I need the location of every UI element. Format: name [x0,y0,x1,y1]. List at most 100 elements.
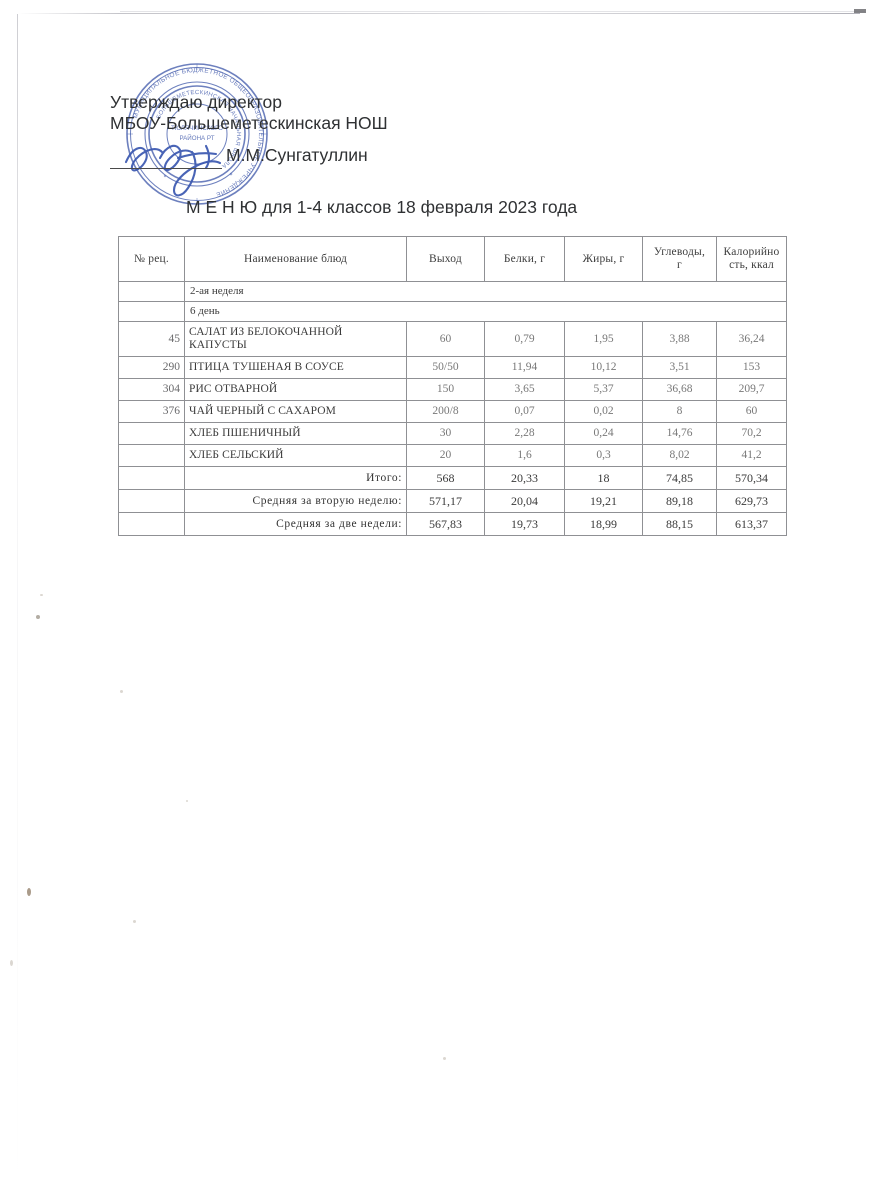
scan-edge-left [17,14,18,1194]
total-label-avg-week: Средняя за вторую неделю: [184,489,407,513]
total-empty-cell [118,512,185,536]
table-row: ХЛЕБ СЕЛЬСКИЙ 20 1,6 0,3 8,02 41,2 [118,444,787,467]
total-empty-cell [118,489,185,513]
approval-line-2: МБОУ-Большеметескинская НОШ [110,113,388,133]
dish-name-text: САЛАТ ИЗ БЕЛОКОЧАННОЙ КАПУСТЫ [189,326,343,351]
table-row-total: Средняя за две недели: 567,83 19,73 18,9… [118,512,787,536]
column-header-dish-name: Наименование блюд [184,236,407,282]
cell-output: 20 [406,444,485,467]
svg-text:РАЙОНА РТ: РАЙОНА РТ [179,134,214,142]
cell-calories: 70,2 [716,422,787,445]
cell-fat: 10,12 [564,356,643,379]
total-empty-cell [118,466,185,490]
cell-carbs: 3,88 [642,321,717,357]
total-calories: 629,73 [716,489,787,513]
total-calories: 570,34 [716,466,787,490]
signature-underline [110,168,222,169]
table-row: 45 САЛАТ ИЗ БЕЛОКОЧАННОЙ КАПУСТЫ 60 0,79… [118,321,787,357]
cell-fat: 0,3 [564,444,643,467]
cell-calories: 209,7 [716,378,787,401]
section-row-empty-cell [118,281,185,302]
total-output: 571,17 [406,489,485,513]
cell-output: 60 [406,321,485,357]
column-header-calories-line2: сть, ккал [729,259,774,271]
column-header-carbs: Углеводы, г [642,236,717,282]
cell-recipe-no: 376 [118,400,185,423]
column-header-recipe-no: № рец. [118,236,185,282]
column-header-fat: Жиры, г [564,236,643,282]
cell-output: 30 [406,422,485,445]
total-carbs: 89,18 [642,489,717,513]
total-fat: 18,99 [564,512,643,536]
cell-carbs: 8 [642,400,717,423]
scan-speck [120,690,123,693]
scan-speck [40,594,43,596]
total-label-sum: Итого: [184,466,407,490]
table-row: 376 ЧАЙ ЧЕРНЫЙ С САХАРОМ 200/8 0,07 0,02… [118,400,787,423]
scan-speck [36,615,40,619]
table-row-total: Средняя за вторую неделю: 571,17 20,04 1… [118,489,787,513]
cell-fat: 0,02 [564,400,643,423]
cell-protein: 1,6 [484,444,565,467]
cell-recipe-no: 45 [118,321,185,357]
table-body: 2-ая неделя 6 день 45 САЛАТ ИЗ БЕЛОКОЧАН… [118,281,787,536]
scan-speck [186,800,188,802]
cell-fat: 0,24 [564,422,643,445]
cell-carbs: 14,76 [642,422,717,445]
column-header-calories-line1: Калорийно [723,246,780,258]
section-row-day: 6 день [118,301,787,322]
approval-line-1: Утверждаю директор [110,92,282,112]
scan-edge-top-secondary [120,11,865,12]
scan-corner-mark [854,9,866,13]
cell-calories: 36,24 [716,321,787,357]
column-header-carbs-line1: Углеводы, [653,246,706,258]
total-carbs: 88,15 [642,512,717,536]
scan-speck [443,1057,446,1060]
cell-dish-name: ПТИЦА ТУШЕНАЯ В СОУСЕ [184,356,407,379]
scan-speck [27,888,31,896]
cell-carbs: 36,68 [642,378,717,401]
cell-protein: 11,94 [484,356,565,379]
column-header-calories: Калорийно сть, ккал [716,236,787,282]
scan-edge-top [18,13,860,14]
column-header-protein: Белки, г [484,236,565,282]
table-row: 304 РИС ОТВАРНОЙ 150 3,65 5,37 36,68 209… [118,378,787,401]
cell-output: 200/8 [406,400,485,423]
cell-recipe-no: 290 [118,356,185,379]
director-name: М.М.Сунгатуллин [226,145,368,165]
table-row-total: Итого: 568 20,33 18 74,85 570,34 [118,466,787,490]
menu-table: № рец. Наименование блюд Выход Белки, г … [118,236,787,536]
cell-dish-name: САЛАТ ИЗ БЕЛОКОЧАННОЙ КАПУСТЫ [184,321,407,357]
cell-dish-name: ХЛЕБ ПШЕНИЧНЫЙ [184,422,407,445]
column-header-output: Выход [406,236,485,282]
menu-table-container: № рец. Наименование блюд Выход Белки, г … [118,236,787,536]
page-title: М Е Н Ю для 1-4 классов 18 февраля 2023 … [186,197,578,217]
section-label-day: 6 день [184,301,787,322]
cell-output: 50/50 [406,356,485,379]
cell-dish-name: РИС ОТВАРНОЙ [184,378,407,401]
cell-protein: 2,28 [484,422,565,445]
cell-fat: 5,37 [564,378,643,401]
total-protein: 19,73 [484,512,565,536]
section-row-week: 2-ая неделя [118,281,787,302]
cell-dish-name: ЧАЙ ЧЕРНЫЙ С САХАРОМ [184,400,407,423]
cell-recipe-no [118,444,185,467]
column-header-carbs-line2: г [677,259,682,271]
cell-recipe-no [118,422,185,445]
total-output: 567,83 [406,512,485,536]
approval-block: Утверждаю директор МБОУ-Большеметескинск… [110,92,388,134]
cell-protein: 3,65 [484,378,565,401]
total-fat: 18 [564,466,643,490]
cell-carbs: 8,02 [642,444,717,467]
cell-calories: 60 [716,400,787,423]
total-fat: 19,21 [564,489,643,513]
table-row: 290 ПТИЦА ТУШЕНАЯ В СОУСЕ 50/50 11,94 10… [118,356,787,379]
cell-protein: 0,79 [484,321,565,357]
table-header-row: № рец. Наименование блюд Выход Белки, г … [118,236,787,282]
cell-dish-name: ХЛЕБ СЕЛЬСКИЙ [184,444,407,467]
cell-protein: 0,07 [484,400,565,423]
total-protein: 20,04 [484,489,565,513]
total-label-avg-two-weeks: Средняя за две недели: [184,512,407,536]
total-protein: 20,33 [484,466,565,490]
cell-calories: 153 [716,356,787,379]
